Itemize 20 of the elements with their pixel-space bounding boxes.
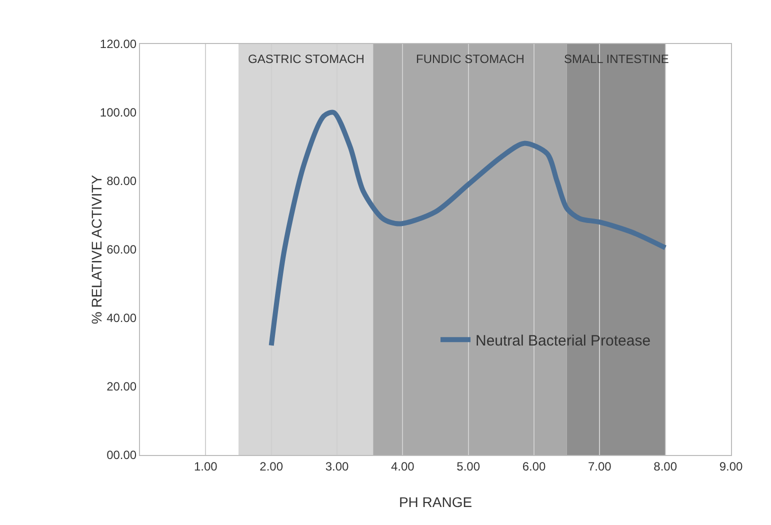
x-tick-label: 7.00 xyxy=(588,459,612,474)
x-tick-label: 2.00 xyxy=(260,459,284,474)
y-tick-label: 120.00 xyxy=(100,37,137,52)
x-tick-label: 3.00 xyxy=(325,459,349,474)
y-tick-label: 20.00 xyxy=(106,380,137,394)
x-tick-label: 4.00 xyxy=(390,459,415,474)
y-tick-label: 00.00 xyxy=(106,448,137,462)
y-tick-label: 100.00 xyxy=(100,106,137,120)
x-tick-label: 9.00 xyxy=(719,459,743,474)
y-axis-title: % RELATIVE ACTIVITY xyxy=(88,174,105,324)
y-tick-label: 80.00 xyxy=(106,174,137,188)
band-label: GASTRIC STOMACH xyxy=(248,52,364,66)
y-tick-label: 60.00 xyxy=(106,242,137,257)
x-tick-label: 5.00 xyxy=(456,459,480,474)
x-tick-label: 8.00 xyxy=(654,459,678,474)
y-tick-label: 40.00 xyxy=(106,311,137,326)
x-tick-label: 6.00 xyxy=(522,459,546,474)
x-tick-label: 1.00 xyxy=(194,459,218,474)
band-label: FUNDIC STOMACH xyxy=(416,52,524,66)
x-axis-title: PH RANGE xyxy=(398,494,472,510)
